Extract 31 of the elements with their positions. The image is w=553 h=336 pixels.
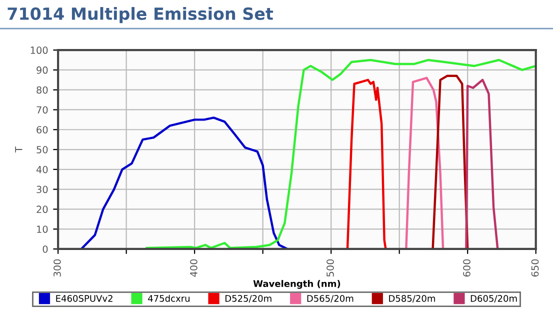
line-series	[405, 76, 444, 249]
y-tick-label: 70	[36, 106, 48, 114]
y-tick-label: 10	[37, 226, 48, 233]
y-tick-label: 0	[42, 245, 48, 253]
y-tick-label: 60	[36, 126, 48, 134]
legend-label: D585/20m	[389, 295, 435, 303]
chart-title: 71014 Multiple Emission Set	[8, 7, 274, 24]
x-tick-label: 300	[54, 259, 61, 277]
legend-label: D565/20m	[307, 295, 354, 303]
line-series	[432, 74, 469, 249]
y-tick-label: 100	[30, 46, 48, 54]
x-axis-title: Wavelength (nm)	[253, 280, 340, 289]
line-series	[146, 58, 536, 249]
y-tick-label: 90	[36, 66, 48, 74]
x-tick-label: 400	[190, 259, 198, 277]
y-tick-label: 80	[36, 86, 48, 94]
line-series	[465, 78, 499, 249]
x-tick-label: 600	[463, 259, 470, 277]
legend-label: 475dcxru	[148, 294, 190, 302]
y-axis-title: T	[15, 146, 22, 153]
y-tick-label: 20	[36, 206, 48, 214]
y-tick-label: 40	[36, 166, 48, 174]
line-series	[80, 116, 289, 249]
y-tick-label: 30	[36, 186, 48, 194]
x-tick-label: 500	[326, 259, 334, 277]
y-tick-label: 50	[36, 146, 48, 154]
x-tick-label: 650	[531, 259, 539, 277]
legend-label: E460SPUVv2	[56, 295, 112, 302]
line-series	[346, 78, 387, 249]
legend-label: D525/20m	[225, 295, 272, 303]
legend-label: D605/20m	[470, 295, 517, 303]
